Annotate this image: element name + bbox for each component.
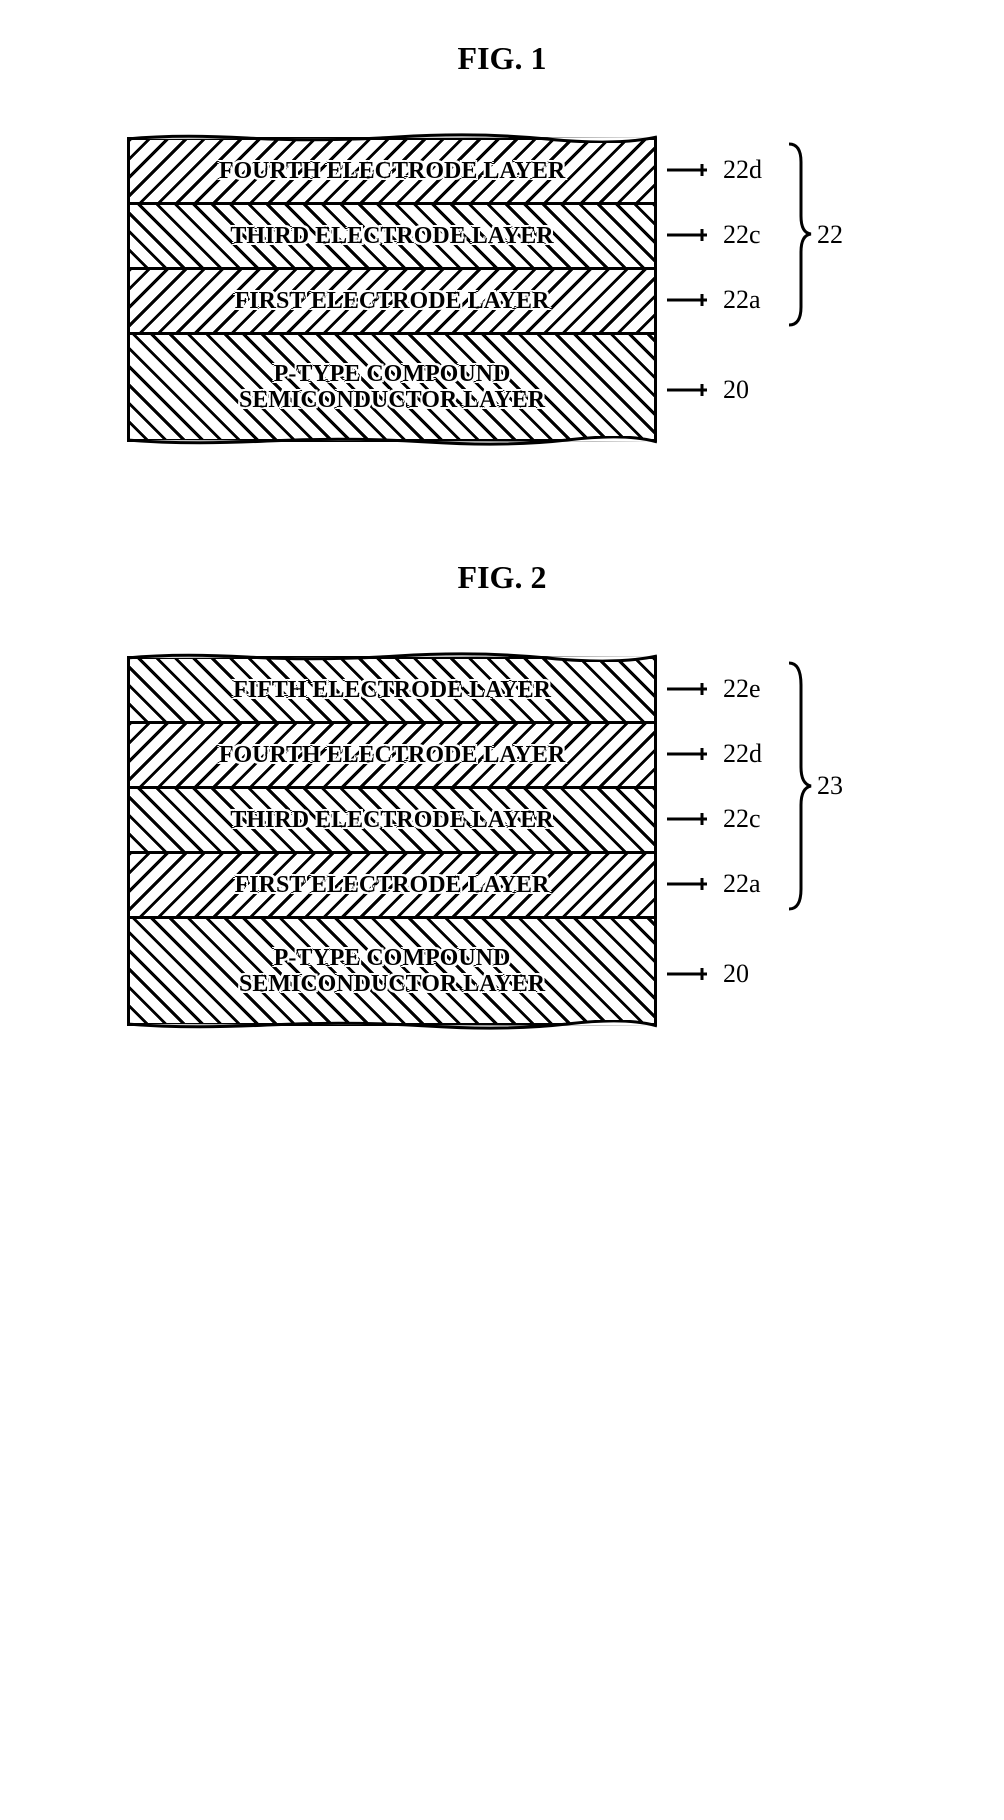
fig1-layer-22d: FOURTH ELECTRODE LAYER <box>127 137 657 205</box>
fig2-refs: 22e 22d 22c 22a 20 23 <box>667 656 877 1026</box>
fig2-ref-22c: 22c <box>667 804 761 834</box>
fig2-layer-22d: FOURTH ELECTRODE LAYER <box>127 721 657 789</box>
fig1-refs: 22d 22c 22a 20 22 <box>667 137 877 442</box>
fig2-ref-22c-text: 22c <box>723 804 761 834</box>
fig2-layer-20-label: P-TYPE COMPOUNDSEMICONDUCTOR LAYER <box>239 945 545 998</box>
fig2-ref-22e-text: 22e <box>723 674 761 704</box>
fig2-layer-22e: FIFTH ELECTRODE LAYER <box>127 656 657 724</box>
fig1-ref-22d: 22d <box>667 155 762 185</box>
torn-edge-top-icon <box>127 652 657 662</box>
fig1-title: FIG. 1 <box>20 40 984 77</box>
fig1-layer-20: P-TYPE COMPOUNDSEMICONDUCTOR LAYER <box>127 332 657 442</box>
fig1-layer-22c-label: THIRD ELECTRODE LAYER <box>230 223 553 249</box>
fig1-ref-22c: 22c <box>667 220 761 250</box>
fig2-brace-label: 23 <box>817 771 843 801</box>
fig2-title: FIG. 2 <box>20 559 984 596</box>
fig2-layer-22c: THIRD ELECTRODE LAYER <box>127 786 657 854</box>
fig2-ref-22e: 22e <box>667 674 761 704</box>
fig1-layer-22c: THIRD ELECTRODE LAYER <box>127 202 657 270</box>
torn-edge-top-icon <box>127 133 657 143</box>
fig2-ref-22d: 22d <box>667 739 762 769</box>
fig1-layer-20-label: P-TYPE COMPOUNDSEMICONDUCTOR LAYER <box>239 361 545 414</box>
fig1-ref-22c-text: 22c <box>723 220 761 250</box>
fig2-layer-22e-label: FIFTH ELECTRODE LAYER <box>233 677 551 703</box>
fig2-ref-22d-text: 22d <box>723 739 762 769</box>
fig2-layers: FIFTH ELECTRODE LAYER FOURTH ELECTRODE L… <box>127 656 657 1026</box>
fig1-ref-22d-text: 22d <box>723 155 762 185</box>
fig1-brace-label: 22 <box>817 220 843 250</box>
fig2-layer-22a-label: FIRST ELECTRODE LAYER <box>235 872 550 898</box>
fig2-ref-20-text: 20 <box>723 959 749 989</box>
fig1-layer-22a: FIRST ELECTRODE LAYER <box>127 267 657 335</box>
fig2-ref-22a: 22a <box>667 869 761 899</box>
fig2-layer-22c-label: THIRD ELECTRODE LAYER <box>230 807 553 833</box>
fig1-layer-22d-label: FOURTH ELECTRODE LAYER <box>219 158 565 184</box>
fig1-diagram: FOURTH ELECTRODE LAYER THIRD ELECTRODE L… <box>127 137 877 442</box>
torn-edge-bottom-icon <box>127 1020 657 1030</box>
fig2-layer-20: P-TYPE COMPOUNDSEMICONDUCTOR LAYER <box>127 916 657 1026</box>
brace-icon <box>785 661 813 911</box>
fig2-layer-22d-label: FOURTH ELECTRODE LAYER <box>219 742 565 768</box>
fig2-diagram: FIFTH ELECTRODE LAYER FOURTH ELECTRODE L… <box>127 656 877 1026</box>
fig2-ref-22a-text: 22a <box>723 869 761 899</box>
fig1-ref-20-text: 20 <box>723 375 749 405</box>
fig1-layer-22a-label: FIRST ELECTRODE LAYER <box>235 288 550 314</box>
fig1-ref-22a-text: 22a <box>723 285 761 315</box>
fig1-layers: FOURTH ELECTRODE LAYER THIRD ELECTRODE L… <box>127 137 657 442</box>
brace-icon <box>785 142 813 327</box>
torn-edge-bottom-icon <box>127 436 657 446</box>
fig2-ref-20: 20 <box>667 959 749 989</box>
fig1-ref-22a: 22a <box>667 285 761 315</box>
fig1-brace: 22 <box>785 142 843 327</box>
fig2-brace: 23 <box>785 661 843 911</box>
fig2-layer-22a: FIRST ELECTRODE LAYER <box>127 851 657 919</box>
fig1-ref-20: 20 <box>667 375 749 405</box>
